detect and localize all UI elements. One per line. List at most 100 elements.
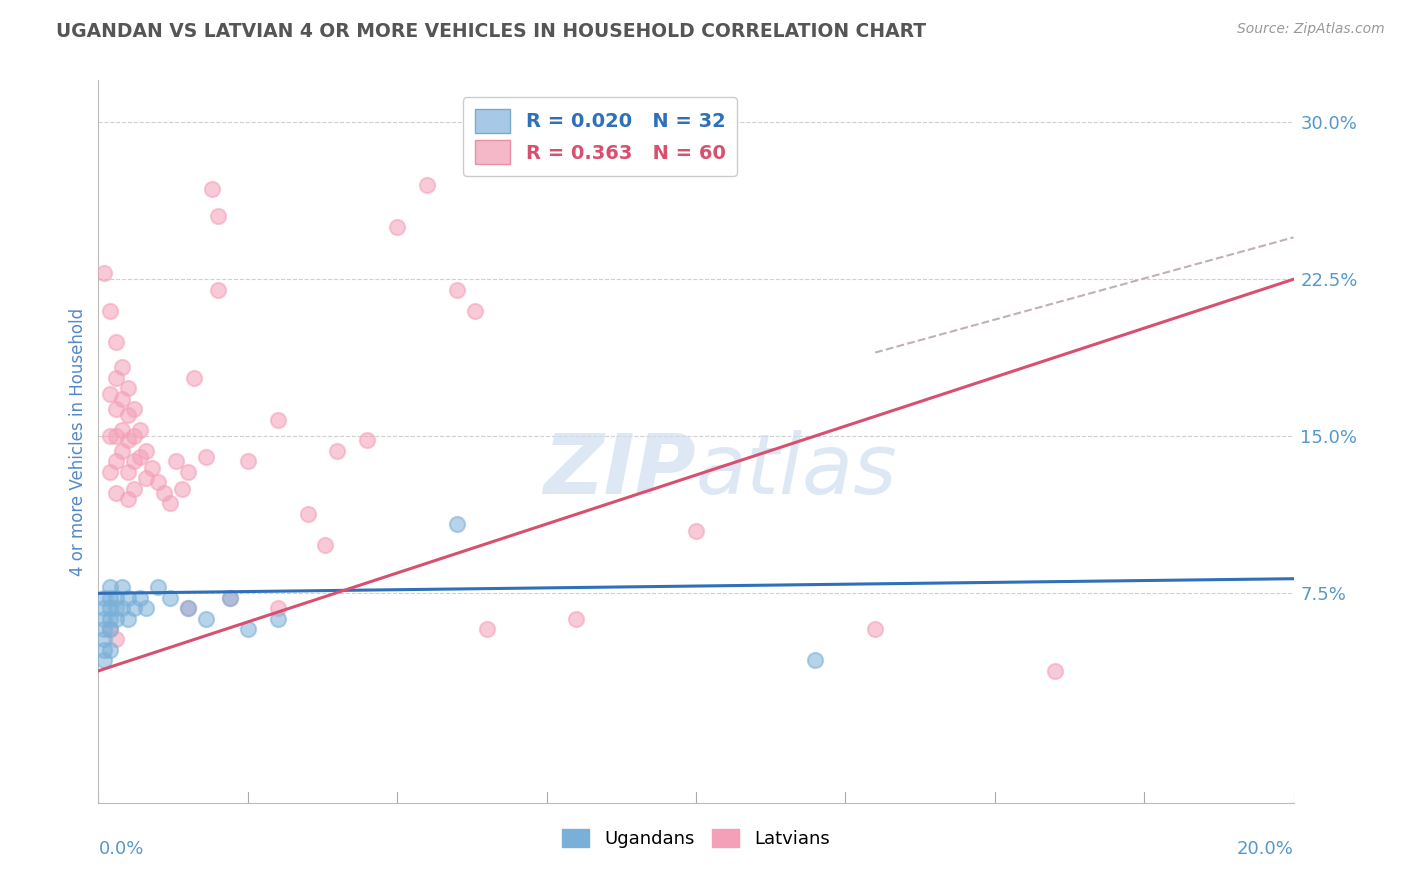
Point: [141, 460, 163, 475]
Point: [416, 178, 439, 192]
Point: [124, 429, 146, 443]
Point: [201, 182, 224, 196]
Point: [111, 444, 134, 458]
Point: [93, 601, 115, 615]
Point: [195, 611, 218, 625]
Point: [267, 601, 290, 615]
Point: [315, 538, 337, 552]
Point: [93, 611, 115, 625]
Point: [219, 591, 242, 605]
Point: [183, 370, 205, 384]
Point: [105, 334, 128, 349]
Point: [98, 622, 122, 636]
Point: [98, 429, 122, 443]
Point: [105, 370, 128, 384]
Point: [236, 622, 259, 636]
Point: [117, 381, 139, 395]
Point: [159, 496, 181, 510]
Point: [117, 409, 139, 423]
Point: [177, 601, 200, 615]
Point: [207, 283, 229, 297]
Point: [464, 303, 486, 318]
Point: [124, 454, 146, 468]
Point: [93, 653, 115, 667]
Point: [111, 601, 134, 615]
Point: [129, 423, 152, 437]
Point: [685, 524, 707, 538]
Point: [356, 434, 378, 448]
Point: [105, 454, 128, 468]
Text: ZIP: ZIP: [543, 430, 696, 511]
Text: 0.0%: 0.0%: [98, 840, 143, 858]
Point: [475, 622, 498, 636]
Point: [105, 611, 128, 625]
Point: [446, 283, 468, 297]
Y-axis label: 4 or more Vehicles in Household: 4 or more Vehicles in Household: [69, 308, 87, 575]
Point: [117, 492, 139, 507]
Text: atlas: atlas: [696, 430, 897, 511]
Legend: Ugandans, Latvians: Ugandans, Latvians: [555, 822, 837, 855]
Point: [219, 591, 242, 605]
Point: [148, 580, 170, 594]
Point: [111, 423, 134, 437]
Point: [111, 360, 134, 375]
Point: [98, 591, 122, 605]
Point: [93, 632, 115, 647]
Point: [124, 402, 146, 417]
Point: [117, 591, 139, 605]
Point: [105, 402, 128, 417]
Point: [98, 387, 122, 401]
Point: [165, 454, 187, 468]
Point: [105, 486, 128, 500]
Point: [195, 450, 218, 465]
Point: [207, 210, 229, 224]
Point: [267, 412, 290, 426]
Point: [98, 611, 122, 625]
Point: [865, 622, 887, 636]
Point: [117, 465, 139, 479]
Point: [98, 601, 122, 615]
Point: [111, 580, 134, 594]
Point: [385, 219, 409, 234]
Point: [148, 475, 170, 490]
Point: [135, 471, 157, 485]
Point: [135, 601, 157, 615]
Point: [105, 429, 128, 443]
Text: Source: ZipAtlas.com: Source: ZipAtlas.com: [1237, 22, 1385, 37]
Point: [117, 611, 139, 625]
Point: [446, 517, 468, 532]
Point: [177, 601, 200, 615]
Point: [297, 507, 319, 521]
Point: [93, 591, 115, 605]
Point: [105, 601, 128, 615]
Point: [135, 444, 157, 458]
Point: [105, 632, 128, 647]
Point: [326, 444, 349, 458]
Point: [98, 465, 122, 479]
Point: [98, 580, 122, 594]
Point: [129, 591, 152, 605]
Point: [93, 643, 115, 657]
Point: [124, 601, 146, 615]
Point: [105, 591, 128, 605]
Point: [172, 482, 194, 496]
Point: [1043, 664, 1066, 678]
Point: [267, 611, 290, 625]
Point: [153, 486, 176, 500]
Point: [177, 465, 200, 479]
Point: [98, 622, 122, 636]
Point: [804, 653, 827, 667]
Point: [111, 392, 134, 406]
Point: [98, 303, 122, 318]
Text: 20.0%: 20.0%: [1237, 840, 1294, 858]
Point: [98, 643, 122, 657]
Point: [93, 622, 115, 636]
Point: [129, 450, 152, 465]
Point: [159, 591, 181, 605]
Point: [93, 266, 115, 280]
Point: [117, 434, 139, 448]
Point: [565, 611, 588, 625]
Point: [236, 454, 259, 468]
Point: [124, 482, 146, 496]
Text: UGANDAN VS LATVIAN 4 OR MORE VEHICLES IN HOUSEHOLD CORRELATION CHART: UGANDAN VS LATVIAN 4 OR MORE VEHICLES IN…: [56, 22, 927, 41]
